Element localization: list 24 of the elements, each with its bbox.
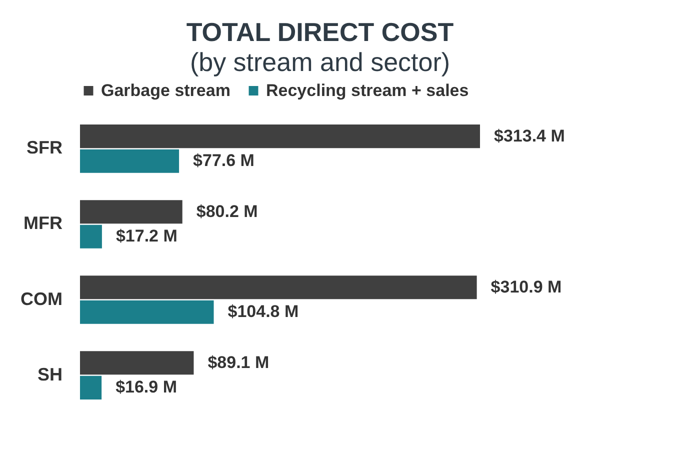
- chart-title: TOTAL DIRECT COST: [186, 17, 454, 47]
- bar: [80, 224, 102, 248]
- y-tick-label: MFR: [24, 213, 62, 234]
- data-label: $104.8 M: [228, 302, 299, 322]
- data-label: $16.9 M: [116, 378, 178, 397]
- y-tick-label: SFR: [26, 138, 62, 158]
- y-tick-label: COM: [20, 288, 62, 309]
- legend-label: Garbage stream: [101, 80, 230, 100]
- bar: [80, 300, 214, 324]
- y-tick-label: SH: [37, 364, 62, 384]
- bar: [80, 200, 182, 224]
- chart-subtitle: (by stream and sector): [190, 47, 450, 77]
- data-label: $89.1 M: [208, 352, 270, 372]
- data-label: $80.2 M: [196, 202, 258, 221]
- data-label: $313.4 M: [494, 126, 565, 146]
- bar: [80, 276, 477, 300]
- data-label: $77.6 M: [193, 151, 254, 170]
- data-label: $17.2 M: [116, 226, 178, 246]
- bar: [80, 351, 194, 375]
- bar: [80, 124, 480, 148]
- legend-label: Recycling stream + sales: [266, 80, 469, 100]
- bar: [80, 149, 180, 173]
- data-label: $310.9 M: [490, 277, 562, 296]
- bar: [80, 376, 102, 400]
